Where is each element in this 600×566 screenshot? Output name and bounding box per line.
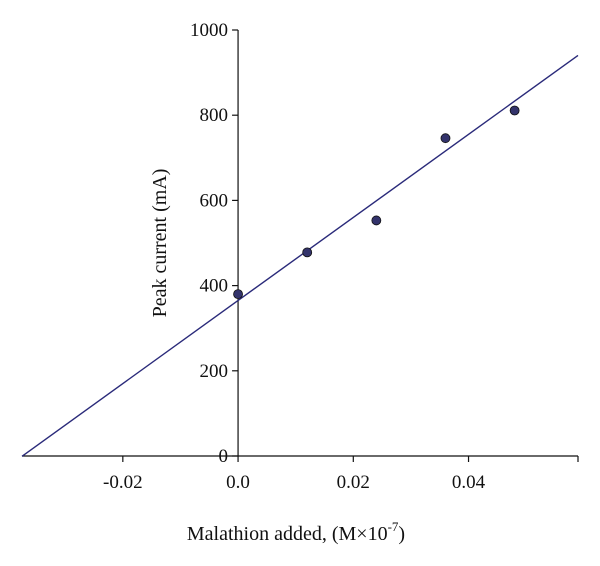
x-ticks: -0.02 0.0 0.02 0.04 (103, 456, 579, 493)
x-tick-label: 0.02 (337, 472, 370, 493)
y-tick-label: 200 (200, 361, 229, 382)
data-point (233, 289, 243, 300)
x-tick-label: 0.04 (452, 472, 486, 493)
data-point (440, 133, 451, 144)
y-ticks: 0 200 400 600 800 1000 (190, 20, 239, 467)
x-axis-title-main: Malathion added, (M×10 (187, 523, 388, 545)
fit-line-group (21, 54, 579, 457)
x-tick-label: 0.0 (226, 472, 250, 493)
data-point (371, 215, 382, 226)
y-tick-label: 1000 (190, 20, 228, 41)
y-tick-label: 800 (200, 105, 229, 126)
x-axis-title: Malathion added, (M×10-7) (187, 519, 405, 545)
x-tick-label: -0.02 (103, 472, 143, 493)
y-axis-title: Peak current (mA) (149, 169, 171, 318)
data-point (302, 247, 313, 258)
y-tick-label: 600 (200, 190, 229, 211)
y-tick-label: 400 (200, 276, 229, 297)
axes (22, 30, 578, 457)
data-points (233, 105, 520, 300)
y-tick-label: 0 (219, 446, 229, 467)
fit-line (21, 54, 579, 457)
data-point (509, 105, 520, 116)
x-axis-title-exponent: -7 (388, 519, 399, 534)
x-axis-title-end: ) (398, 523, 405, 545)
